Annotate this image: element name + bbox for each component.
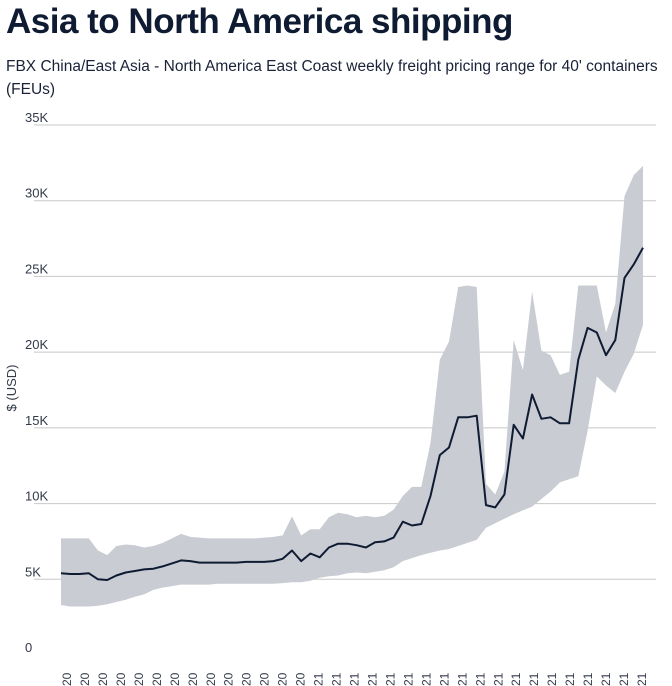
y-tick-label: 25K [25,261,48,276]
x-tick-label: 20 [60,672,74,686]
x-tick-label: 20 [78,672,92,686]
x-tick-label: 21 [366,672,380,686]
y-tick-label: 15K [25,413,48,428]
x-tick-label: 21 [599,672,613,686]
y-tick-label: 10K [25,489,48,504]
x-tick-label: 20 [114,672,128,686]
x-tick-label: 21 [383,672,397,686]
x-tick-label: 20 [186,672,200,686]
x-tick-label: 20 [168,672,182,686]
x-tick-label: 21 [527,672,541,686]
x-tick-label: 21 [330,672,344,686]
x-tick-label: 21 [617,672,631,686]
x-tick-label: 20 [132,672,146,686]
y-axis-ticks: 0 5K 10K 15K 20K 25K 30K 35K [25,110,48,655]
x-tick-label: 20 [204,672,218,686]
x-tick-label: 20 [222,672,236,686]
price-range-band [61,165,643,607]
x-tick-label: 21 [437,672,451,686]
y-tick-label: 35K [25,110,48,125]
x-tick-label: 21 [491,672,505,686]
y-axis-label: $ (USD) [4,365,19,412]
chart-title: Asia to North America shipping [6,2,513,41]
x-tick-label: 21 [563,672,577,686]
x-tick-label: 21 [401,672,415,686]
x-tick-label: 21 [635,672,649,686]
grid-lines [34,124,656,580]
x-tick-label: 21 [473,672,487,686]
x-tick-label: 20 [276,672,290,686]
chart-subtitle: FBX China/East Asia - North America East… [6,58,658,98]
x-tick-label: 21 [348,672,362,686]
x-tick-label: 20 [96,672,110,686]
x-tick-label: 20 [240,672,254,686]
x-tick-label: 20 [150,672,164,686]
y-tick-label: 30K [25,186,48,201]
average-price-line [60,247,644,581]
y-tick-label: 20K [25,337,48,352]
x-tick-label: 21 [581,672,595,686]
x-tick-label: 21 [509,672,523,686]
x-tick-label: 21 [545,672,559,686]
x-axis-ticks: 20 20 20 20 20 20 20 20 20 20 20 20 20 20 21 21 21 21 21 21… [60,672,649,686]
x-tick-label: 21 [455,672,469,686]
y-tick-label: 0 [25,640,32,655]
x-tick-label: 21 [419,672,433,686]
x-tick-label: 20 [258,672,272,686]
x-tick-label: 21 [312,672,326,686]
x-tick-label: 20 [294,672,308,686]
y-tick-label: 5K [25,564,41,579]
